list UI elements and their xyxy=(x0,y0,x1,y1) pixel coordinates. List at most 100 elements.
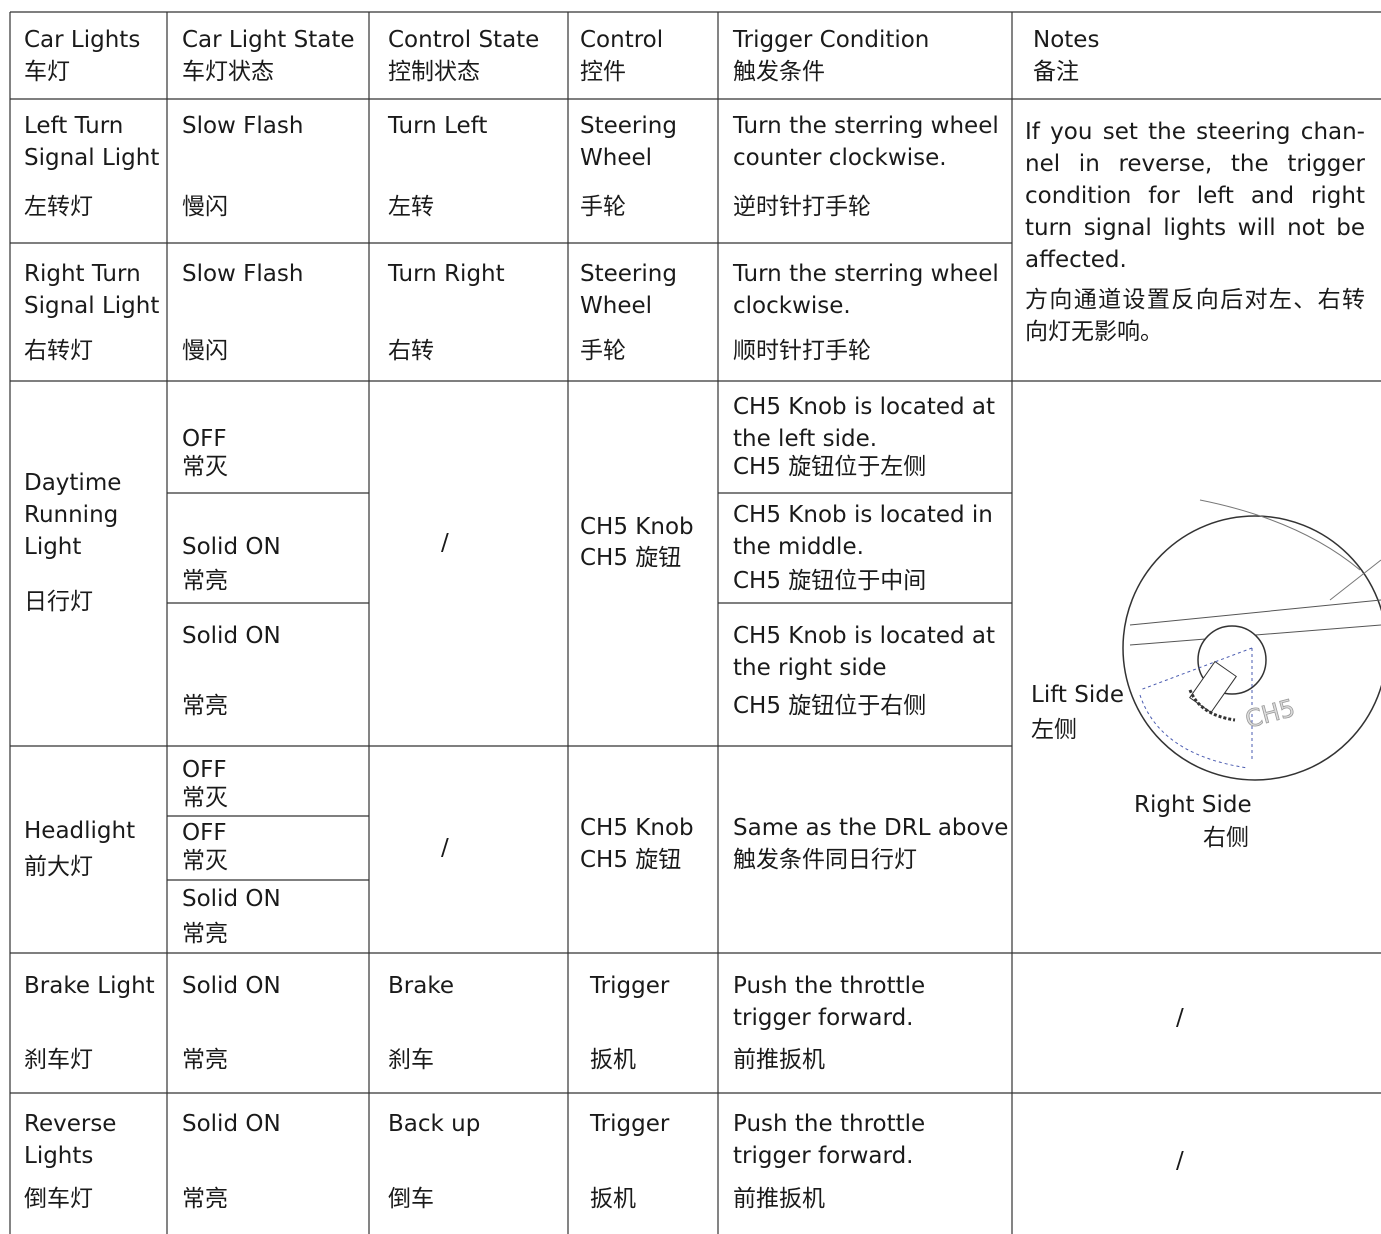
cell-text: CH5 Knob is located in xyxy=(733,502,993,528)
cell-text: Control xyxy=(580,27,664,53)
cell-text: 右转 xyxy=(388,338,434,364)
cell-text: Headlight xyxy=(24,818,136,844)
cell-text: Turn Right xyxy=(388,261,505,287)
cell-text: 慢闪 xyxy=(182,194,228,220)
cell-text: the middle. xyxy=(733,534,864,560)
cell-text: 常亮 xyxy=(182,693,228,719)
cell-text: Solid ON xyxy=(182,973,281,999)
cell-text: Right Side xyxy=(1134,792,1252,818)
cell-text: Left Turn xyxy=(24,113,124,139)
cell-text: 手轮 xyxy=(580,194,626,220)
cell-text: Lights xyxy=(24,1143,94,1169)
cell-text: CH5 旋钮位于右侧 xyxy=(733,693,927,719)
cell-text: / xyxy=(441,835,449,861)
cell-text: Solid ON xyxy=(182,534,281,560)
cell-text: OFF xyxy=(182,426,227,452)
cell-text: the right side xyxy=(733,655,887,681)
cell-text: the left side. xyxy=(733,426,878,452)
cell-text: clockwise. xyxy=(733,293,851,319)
cell-text: Trigger Condition xyxy=(733,27,930,53)
cell-text: 手轮 xyxy=(580,338,626,364)
cell-text: Solid ON xyxy=(182,886,281,912)
cell-text: OFF xyxy=(182,757,227,783)
cell-text: CH5 Knob xyxy=(580,514,694,540)
cell-text: CH5 旋钮位于中间 xyxy=(733,568,927,594)
cell-text: 常亮 xyxy=(182,921,228,947)
cell-text: Reverse xyxy=(24,1111,117,1137)
cell-text: 车灯 xyxy=(24,59,70,85)
cell-text: / xyxy=(441,530,449,556)
cell-text: Slow Flash xyxy=(182,113,304,139)
cell-text: CH5 Knob xyxy=(580,815,694,841)
cell-text: Signal Light xyxy=(24,145,160,171)
cell-text: 触发条件 xyxy=(733,59,825,85)
cell-text: Steering xyxy=(580,261,677,287)
knob-diagram: CH5 xyxy=(1122,499,1381,781)
cell-text: 逆时针打手轮 xyxy=(733,194,871,220)
cell-text: Slow Flash xyxy=(182,261,304,287)
knob-label: CH5 xyxy=(1242,694,1298,734)
cell-text: 右侧 xyxy=(1203,825,1249,851)
cell-text: 左转 xyxy=(388,194,434,220)
cell-text: Push the throttle xyxy=(733,1111,926,1137)
cell-text: 常灭 xyxy=(182,785,228,811)
cell-text: / xyxy=(1176,1005,1184,1031)
cell-text: Back up xyxy=(388,1111,481,1137)
cell-text: CH5 旋钮 xyxy=(580,545,682,571)
cell-text: 左转灯 xyxy=(24,194,93,220)
cell-text: 扳机 xyxy=(590,1047,636,1073)
cell-text: trigger forward. xyxy=(733,1005,914,1031)
cell-text: OFF xyxy=(182,820,227,846)
cell-text: Push the throttle xyxy=(733,973,926,999)
cell-text: Same as the DRL above xyxy=(733,815,1009,841)
cell-text: 日行灯 xyxy=(24,589,93,615)
cell-text: 前推扳机 xyxy=(733,1047,825,1073)
cell-text: CH5 Knob is located at xyxy=(733,394,996,420)
cell-text: 左侧 xyxy=(1031,717,1077,743)
cell-text: 刹车 xyxy=(388,1047,434,1073)
cell-text: Trigger xyxy=(590,973,670,999)
cell-text: 备注 xyxy=(1033,59,1079,85)
cell-text: 常亮 xyxy=(182,568,228,594)
cell-text: Turn Left xyxy=(388,113,488,139)
cell-text: If you set the steering chan-nel in reve… xyxy=(1025,119,1365,273)
cell-text: Control State xyxy=(388,27,540,53)
cell-text: Wheel xyxy=(580,293,653,319)
cell-text: 右转灯 xyxy=(24,338,93,364)
cell-text: 常亮 xyxy=(182,1047,228,1073)
cell-text: Light xyxy=(24,534,82,560)
cell-text: CH5 旋钮 xyxy=(580,847,682,873)
cell-text: 常灭 xyxy=(182,848,228,874)
cell-text: Solid ON xyxy=(182,623,281,649)
cell-text: 触发条件同日行灯 xyxy=(733,847,917,873)
cell-text: Turn the sterring wheel xyxy=(733,261,999,287)
cell-text: CH5 旋钮位于左侧 xyxy=(733,454,927,480)
cell-text: 倒车 xyxy=(388,1186,434,1212)
cell-text: / xyxy=(1176,1148,1184,1174)
cell-text: 控件 xyxy=(580,59,626,85)
cell-text: Right Turn xyxy=(24,261,141,287)
cell-text: trigger forward. xyxy=(733,1143,914,1169)
cell-text: counter clockwise. xyxy=(733,145,947,171)
cell-text: CH5 Knob is located at xyxy=(733,623,996,649)
cell-text: Car Light State xyxy=(182,27,355,53)
cell-text: 扳机 xyxy=(590,1186,636,1212)
cell-text: Wheel xyxy=(580,145,653,171)
cell-text: Notes xyxy=(1033,27,1100,53)
cell-text: 前大灯 xyxy=(24,854,93,880)
cell-text: 顺时针打手轮 xyxy=(733,338,871,364)
cell-text: 方向通道设置反向后对左、右转向灯无影响。 xyxy=(1025,287,1365,345)
cell-text: 慢闪 xyxy=(182,338,228,364)
cell-text: Trigger xyxy=(590,1111,670,1137)
cell-text: Steering xyxy=(580,113,677,139)
cell-text: 刹车灯 xyxy=(24,1047,93,1073)
cell-text: Turn the sterring wheel xyxy=(733,113,999,139)
cell-text: Car Lights xyxy=(24,27,141,53)
cell-text: 倒车灯 xyxy=(24,1186,93,1212)
cell-text: Lift Side xyxy=(1031,682,1124,708)
cell-text: 车灯状态 xyxy=(182,59,274,85)
cell-text: 控制状态 xyxy=(388,59,480,85)
cell-text: Signal Light xyxy=(24,293,160,319)
cell-text: 常灭 xyxy=(182,454,228,480)
